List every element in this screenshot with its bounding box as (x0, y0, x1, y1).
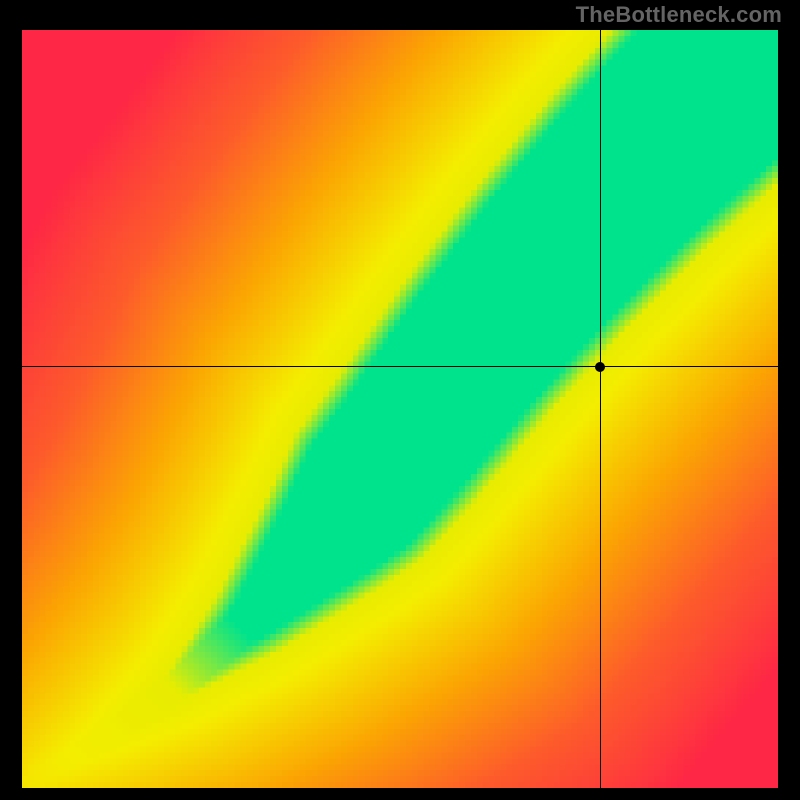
crosshair-marker (595, 362, 605, 372)
heatmap-canvas (22, 30, 778, 788)
crosshair-horizontal (22, 366, 778, 367)
crosshair-vertical (600, 30, 601, 788)
watermark-text: TheBottleneck.com (576, 2, 782, 28)
chart-container: TheBottleneck.com (0, 0, 800, 800)
heatmap-plot (22, 30, 778, 788)
